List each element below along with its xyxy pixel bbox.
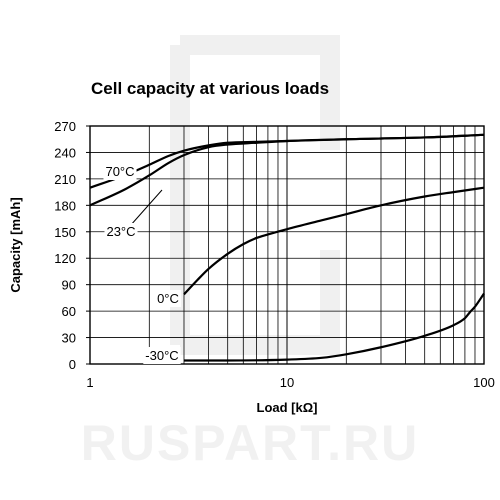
- series-line-1: [89, 133, 485, 207]
- series-labels: 70°C 23°C 0°C -30°C: [103, 163, 181, 364]
- x-tick-label: 100: [473, 375, 495, 390]
- y-tick-label: 180: [54, 198, 76, 213]
- y-tick-labels: 0 30 60 90 120 150 180 210 240 270: [54, 119, 90, 372]
- watermark-text: RUSPART.RU: [81, 415, 420, 471]
- x-axis-label: Load [kΩ]: [257, 400, 318, 415]
- y-axis-label: Capacity [mAh]: [8, 197, 23, 292]
- series-label-2: 0°C: [157, 291, 179, 306]
- y-tick-label: 240: [54, 145, 76, 160]
- y-tick-label: 90: [62, 278, 76, 293]
- y-tick-label: 150: [54, 225, 76, 240]
- grid: [90, 126, 484, 364]
- series-label-bg: [155, 290, 181, 307]
- series-line-2: [183, 186, 485, 296]
- series-group: [89, 133, 485, 362]
- x-tick-label: 10: [280, 375, 294, 390]
- plot-frame: [89, 125, 485, 365]
- series-label-3: -30°C: [145, 348, 178, 363]
- x-tick-label: 1: [86, 375, 93, 390]
- series-label-bg: [104, 223, 138, 240]
- chart-title: Cell capacity at various loads: [91, 79, 329, 98]
- y-tick-label: 0: [69, 357, 76, 372]
- y-tick-label: 120: [54, 251, 76, 266]
- series-label-0: 70°C: [105, 164, 134, 179]
- series-label-bg: [143, 347, 181, 364]
- series-label-1: 23°C: [106, 224, 135, 239]
- x-tick-labels: 1 10 100: [86, 375, 494, 390]
- y-tick-label: 30: [62, 331, 76, 346]
- y-tick-label: 270: [54, 119, 76, 134]
- label-leader-line: [129, 189, 163, 227]
- y-tick-label: 60: [62, 304, 76, 319]
- series-line-3: [183, 292, 485, 362]
- y-tick-label: 210: [54, 172, 76, 187]
- series-label-bg: [103, 163, 137, 180]
